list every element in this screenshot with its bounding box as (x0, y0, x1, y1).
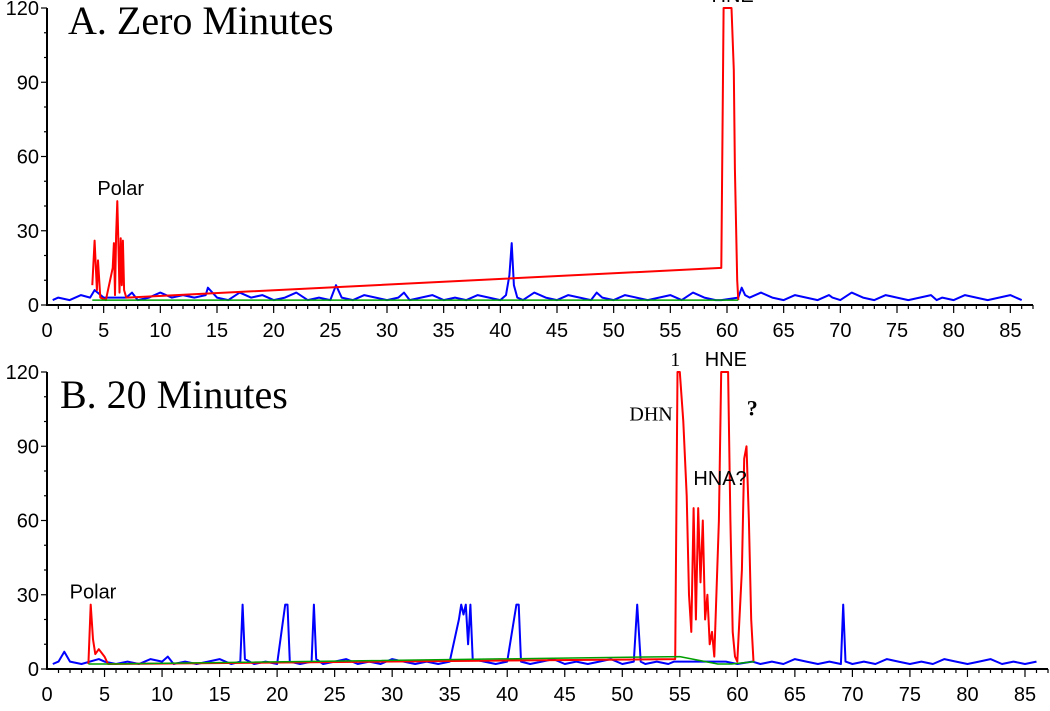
x-tick-label: 75 (886, 320, 908, 342)
peak-label: ? (747, 396, 758, 421)
y-tick-label: 60 (17, 147, 39, 169)
series-line-1 (87, 371, 755, 665)
x-tick-label: 30 (376, 320, 398, 342)
panel-title: B. 20 Minutes (60, 372, 288, 417)
x-tick-label: 15 (208, 684, 230, 706)
x-tick-label: 20 (263, 320, 285, 342)
peak-label: Polar (97, 178, 144, 200)
series-line-2 (88, 655, 755, 665)
peak-label: HNA? (693, 468, 746, 490)
x-tick-label: 85 (1014, 684, 1036, 706)
x-tick-label: 45 (546, 320, 568, 342)
x-tick-label: 60 (716, 320, 738, 342)
y-tick-label: 90 (17, 72, 39, 94)
y-tick-label: 120 (6, 362, 39, 384)
x-tick-label: 5 (99, 684, 110, 706)
y-tick-label: 60 (17, 511, 39, 533)
peak-label: DHN (629, 403, 672, 425)
peak-label: HNE (705, 349, 747, 371)
x-tick-label: 5 (98, 320, 109, 342)
series-line-0 (52, 603, 1037, 665)
panel-title: A. Zero Minutes (68, 0, 334, 43)
x-tick-label: 35 (439, 684, 461, 706)
y-tick-label: 90 (17, 436, 39, 458)
x-tick-label: 15 (206, 320, 228, 342)
x-tick-label: 45 (554, 684, 576, 706)
peak-label: Polar (70, 582, 117, 604)
x-tick-label: 20 (266, 684, 288, 706)
x-tick-label: 25 (324, 684, 346, 706)
x-tick-label: 80 (956, 684, 978, 706)
series-line-0 (52, 242, 1023, 302)
x-tick-label: 75 (899, 684, 921, 706)
x-tick-label: 70 (829, 320, 851, 342)
series-line-1 (91, 7, 740, 302)
x-tick-label: 50 (603, 320, 625, 342)
x-tick-label: 30 (381, 684, 403, 706)
x-tick-label: 80 (943, 320, 965, 342)
x-tick-label: 10 (151, 684, 173, 706)
x-tick-label: 65 (773, 320, 795, 342)
x-tick-label: 60 (726, 684, 748, 706)
x-tick-label: 0 (41, 684, 52, 706)
x-tick-label: 85 (999, 320, 1021, 342)
x-tick-label: 50 (611, 684, 633, 706)
x-tick-label: 55 (669, 684, 691, 706)
x-tick-label: 70 (841, 684, 863, 706)
peak-label: HNE (712, 0, 754, 7)
y-tick-label: 0 (28, 659, 39, 681)
chromatogram-panel-b: 0 5 10 15 20 25 30 35 40 45 50 55 60 65 70 75 80 85 0 30 60 9… (6, 349, 1049, 706)
x-tick-label: 55 (659, 320, 681, 342)
x-tick-label: 10 (149, 320, 171, 342)
x-tick-label: 40 (489, 320, 511, 342)
y-tick-label: 0 (28, 295, 39, 317)
x-tick-label: 35 (433, 320, 455, 342)
x-tick-label: 40 (496, 684, 518, 706)
y-tick-label: 30 (17, 585, 39, 607)
x-tick-label: 65 (784, 684, 806, 706)
peak-label: 1 (670, 349, 680, 371)
x-tick-label: 25 (319, 320, 341, 342)
y-tick-label: 120 (6, 0, 39, 20)
x-tick-label: 0 (41, 320, 52, 342)
chromatogram-panel-a: 0 5 10 15 20 25 30 35 40 45 50 55 60 65 70 75 80 85 0 30 60 9… (6, 0, 1034, 342)
y-tick-label: 30 (17, 221, 39, 243)
